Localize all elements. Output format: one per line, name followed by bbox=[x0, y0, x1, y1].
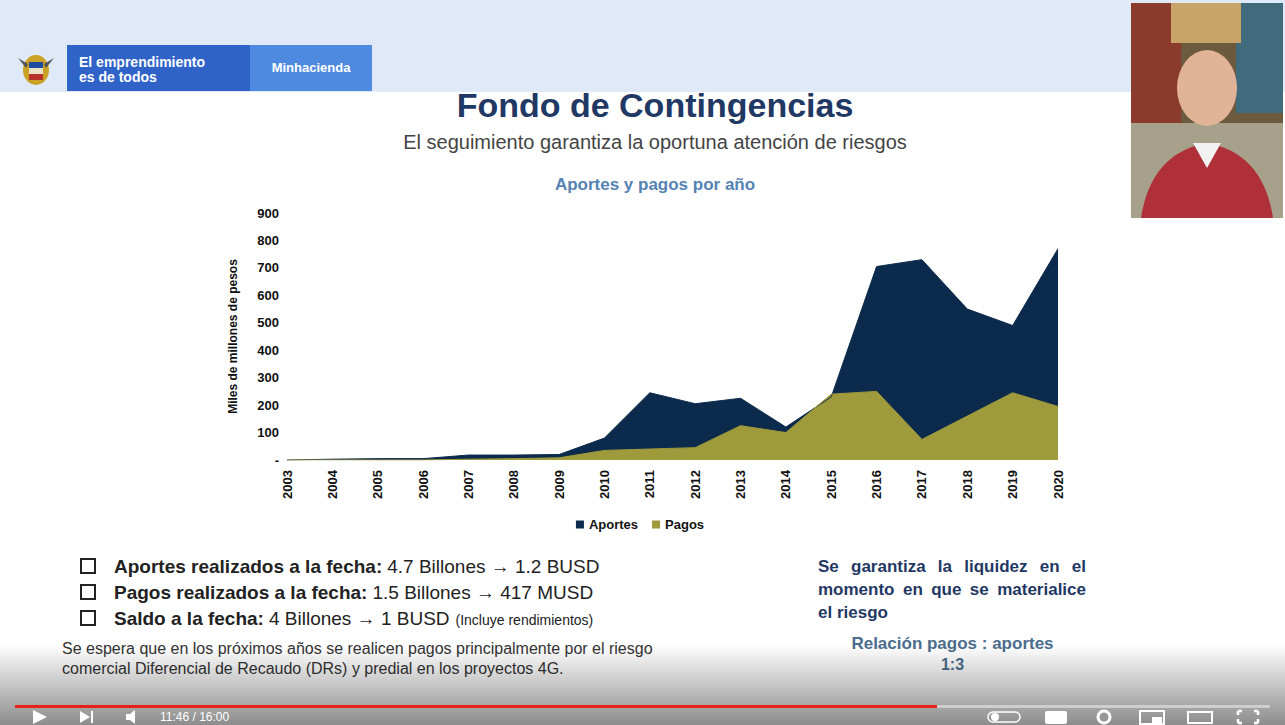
html-text:Pagos realizados a la fecha: 1: Pagos realizados a la fecha: 1.5 Billone… bbox=[114, 582, 594, 603]
svg-text:2006: 2006 bbox=[416, 470, 431, 499]
svg-text:2019: 2019 bbox=[1005, 470, 1020, 499]
svg-text:500: 500 bbox=[257, 315, 279, 330]
svg-text:-: - bbox=[275, 453, 279, 468]
svg-text:700: 700 bbox=[257, 260, 279, 275]
html-text:Saldo a la fecha: 4 Billones →: Saldo a la fecha: 4 Billones → 1 BUSD (I… bbox=[114, 608, 594, 629]
svg-text:300: 300 bbox=[257, 370, 279, 385]
svg-text:2015: 2015 bbox=[824, 470, 839, 499]
html-text:Se garantiza la liquidez en el: Se garantiza la liquidez en el momento e… bbox=[818, 557, 1086, 622]
html-text:El seguimiento garantiza la op: El seguimiento garantiza la oportuna ate… bbox=[403, 131, 907, 153]
html-text:Relación pagos : aportes: Relación pagos : aportes bbox=[851, 634, 1054, 653]
svg-text:2016: 2016 bbox=[869, 470, 884, 499]
svg-text:2009: 2009 bbox=[552, 470, 567, 499]
svg-text:2007: 2007 bbox=[461, 470, 476, 499]
svg-text:400: 400 bbox=[257, 343, 279, 358]
svg-text:Pagos: Pagos bbox=[665, 517, 704, 532]
svg-text:2003: 2003 bbox=[280, 470, 295, 499]
svg-text:600: 600 bbox=[257, 288, 279, 303]
svg-text:2005: 2005 bbox=[370, 470, 385, 499]
html-text:Minhacienda: Minhacienda bbox=[271, 60, 351, 75]
svg-text:Aportes: Aportes bbox=[589, 517, 638, 532]
svg-text:100: 100 bbox=[257, 425, 279, 440]
html-text:1:3: 1:3 bbox=[940, 656, 965, 673]
html-text:Se espera que en los próximos: Se espera que en los próximos años se re… bbox=[62, 640, 653, 677]
html-text:es de todos: es de todos bbox=[79, 69, 157, 85]
svg-text:2018: 2018 bbox=[960, 470, 975, 499]
svg-text:2008: 2008 bbox=[506, 470, 521, 499]
svg-text:2011: 2011 bbox=[642, 470, 657, 498]
html-text:Aportes y pagos por año: Aportes y pagos por año bbox=[554, 175, 756, 194]
html-text:Aportes realizados a la fecha:: Aportes realizados a la fecha: 4.7 Billo… bbox=[114, 556, 600, 577]
svg-text:800: 800 bbox=[257, 233, 279, 248]
svg-text:2010: 2010 bbox=[597, 470, 612, 499]
html-text:Fondo de Contingencias: Fondo de Contingencias bbox=[456, 86, 854, 124]
svg-text:2004: 2004 bbox=[325, 469, 340, 499]
svg-text:2017: 2017 bbox=[914, 470, 929, 499]
svg-text:2013: 2013 bbox=[733, 470, 748, 499]
html-text:11:46 / 16:00: 11:46 / 16:00 bbox=[160, 710, 230, 724]
svg-text:Miles de millones de pesos: Miles de millones de pesos bbox=[226, 259, 240, 414]
svg-text:2014: 2014 bbox=[778, 469, 793, 499]
svg-text:2020: 2020 bbox=[1051, 470, 1066, 499]
svg-text:200: 200 bbox=[257, 398, 279, 413]
svg-text:2012: 2012 bbox=[688, 470, 703, 499]
html-text:El emprendimiento: El emprendimiento bbox=[79, 54, 205, 70]
svg-text:900: 900 bbox=[257, 206, 279, 221]
